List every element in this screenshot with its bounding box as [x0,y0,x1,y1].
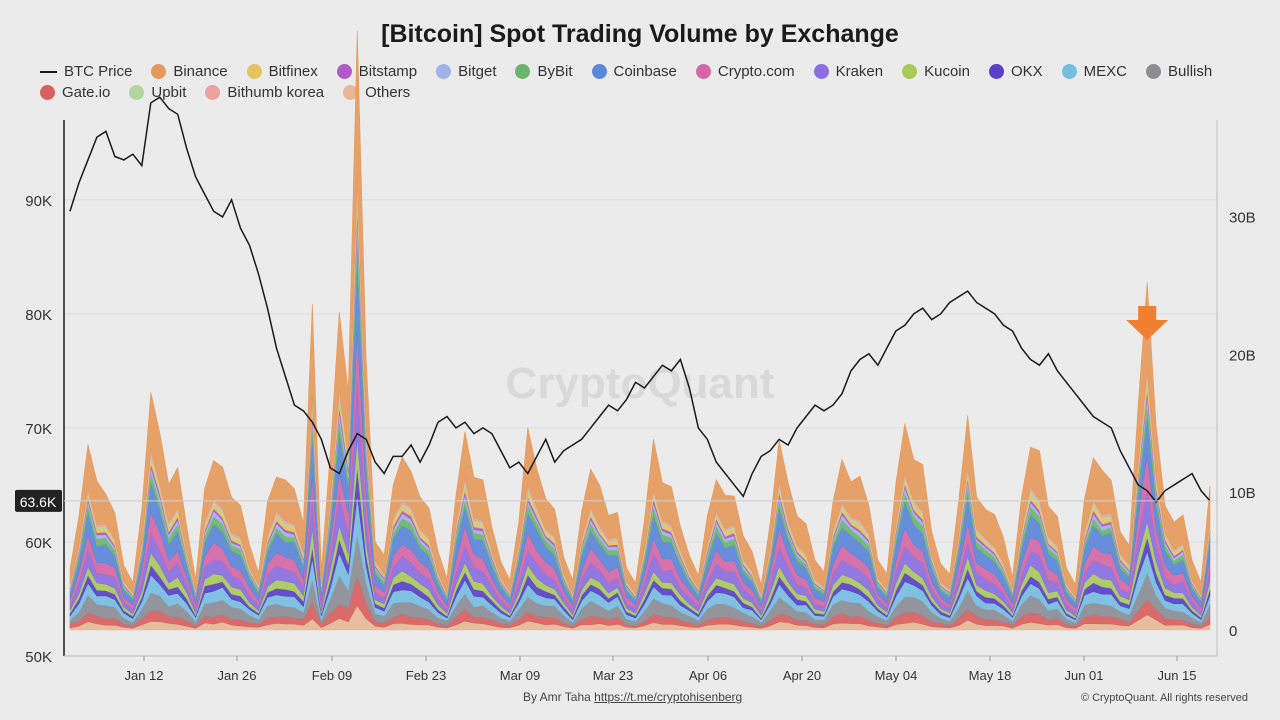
legend-swatch [343,85,359,100]
left-axis-tick: 50K [25,649,52,666]
right-axis-tick: 30B [1229,209,1256,226]
legend-swatch [902,64,918,79]
legend-label: Kucoin [924,63,970,80]
legend-swatch [988,64,1004,79]
legend-label: Bitstamp [358,63,418,80]
legend-swatch [436,64,452,79]
legend-swatch [813,64,829,79]
chart-title: [Bitcoin] Spot Trading Volume by Exchang… [381,20,899,48]
legend-item-binance[interactable]: Binance [151,61,228,82]
legend-item-kucoin[interactable]: Kucoin [902,61,970,82]
legend-label: OKX [1010,63,1043,80]
highlight-arrow-icon [1126,306,1169,340]
legend-item-bithumb-korea[interactable]: Bithumb korea [205,82,324,103]
legend-label: Bitget [458,63,497,80]
legend-label: Gate.io [62,84,111,101]
legend-item-crypto-com[interactable]: Crypto.com [695,61,795,82]
right-axis-tick: 0 [1229,623,1237,640]
x-axis-tick: May 18 [969,668,1012,683]
legend-swatch [40,70,57,73]
chart-legend: BTC Price Binance Bitfinex Bitstamp Bitget By… [40,61,1260,103]
left-axis-tick: 90K [25,193,52,210]
legend-label: Coinbase [613,63,677,80]
copyright-text: © CryptoQuant. All rights reserved [1080,692,1248,704]
current-price-label-bg [15,489,62,512]
legend-swatch [695,64,711,79]
x-axis-tick: Mar 23 [593,668,633,683]
x-axis-tick: Mar 09 [500,668,540,683]
legend-label: Bitfinex [268,63,318,80]
x-axis-tick: Jan 12 [124,668,163,683]
legend-label: Crypto.com [717,63,795,80]
legend-label: Bullish [1168,63,1213,80]
x-axis-tick: Feb 23 [406,668,446,683]
current-price-label: 63.6K [20,494,57,510]
legend-item-bitstamp[interactable]: Bitstamp [336,61,418,82]
x-axis-tick: Apr 20 [783,668,821,683]
btc-price-line [69,96,1211,504]
x-axis-tick: Jun 01 [1064,668,1103,683]
right-axis-tick: 20B [1229,347,1256,364]
legend-item-btc-price[interactable]: BTC Price [40,61,132,82]
legend-swatch [129,85,145,100]
right-axis-tick: 10B [1229,485,1256,502]
legend-item-mexc[interactable]: MEXC [1061,61,1128,82]
legend-label: Kraken [835,63,884,80]
legend-swatch [40,85,55,100]
legend-swatch [246,64,262,79]
legend-label: MEXC [1083,63,1128,80]
legend-swatch [591,64,607,79]
legend-label: BTC Price [64,63,133,80]
legend-label: Binance [173,63,228,80]
legend-label: Bithumb korea [227,84,325,101]
watermark: CryptoQuant [506,359,775,408]
legend-swatch [1146,64,1162,79]
legend-item-others[interactable]: Others [343,82,410,103]
x-axis-tick: Feb 09 [312,668,352,683]
left-axis-tick: 60K [25,535,52,552]
footer-author: By Amr Taha [523,690,591,704]
left-axis-tick: 70K [25,421,52,438]
legend-item-okx[interactable]: OKX [988,61,1043,82]
legend-swatch [151,64,167,79]
left-axis-tick: 80K [25,307,52,324]
x-axis-tick: Jan 26 [217,668,256,683]
x-axis-tick: May 04 [875,668,918,683]
legend-item-kraken[interactable]: Kraken [813,61,884,82]
legend-item-bitget[interactable]: Bitget [436,61,496,82]
legend-item-bullish[interactable]: Bullish [1146,61,1212,82]
legend-item-bitfinex[interactable]: Bitfinex [246,61,318,82]
legend-item-coinbase[interactable]: Coinbase [591,61,677,82]
legend-label: ByBit [537,63,573,80]
footer-credit: By Amr Taha https://t.me/cryptohisenberg [523,690,742,704]
legend-item-gate-io[interactable]: Gate.io [40,82,110,103]
legend-swatch [336,64,352,79]
area-series-binance [69,30,1211,598]
legend-swatch [515,64,531,79]
legend-swatch [1061,64,1077,79]
footer-link[interactable]: https://t.me/cryptohisenberg [594,690,743,704]
x-axis-tick: Jun 15 [1157,668,1196,683]
legend-item-bybit[interactable]: ByBit [515,61,573,82]
x-axis-tick: Apr 06 [689,668,727,683]
legend-swatch [205,85,221,100]
legend-label: Others [365,84,411,101]
